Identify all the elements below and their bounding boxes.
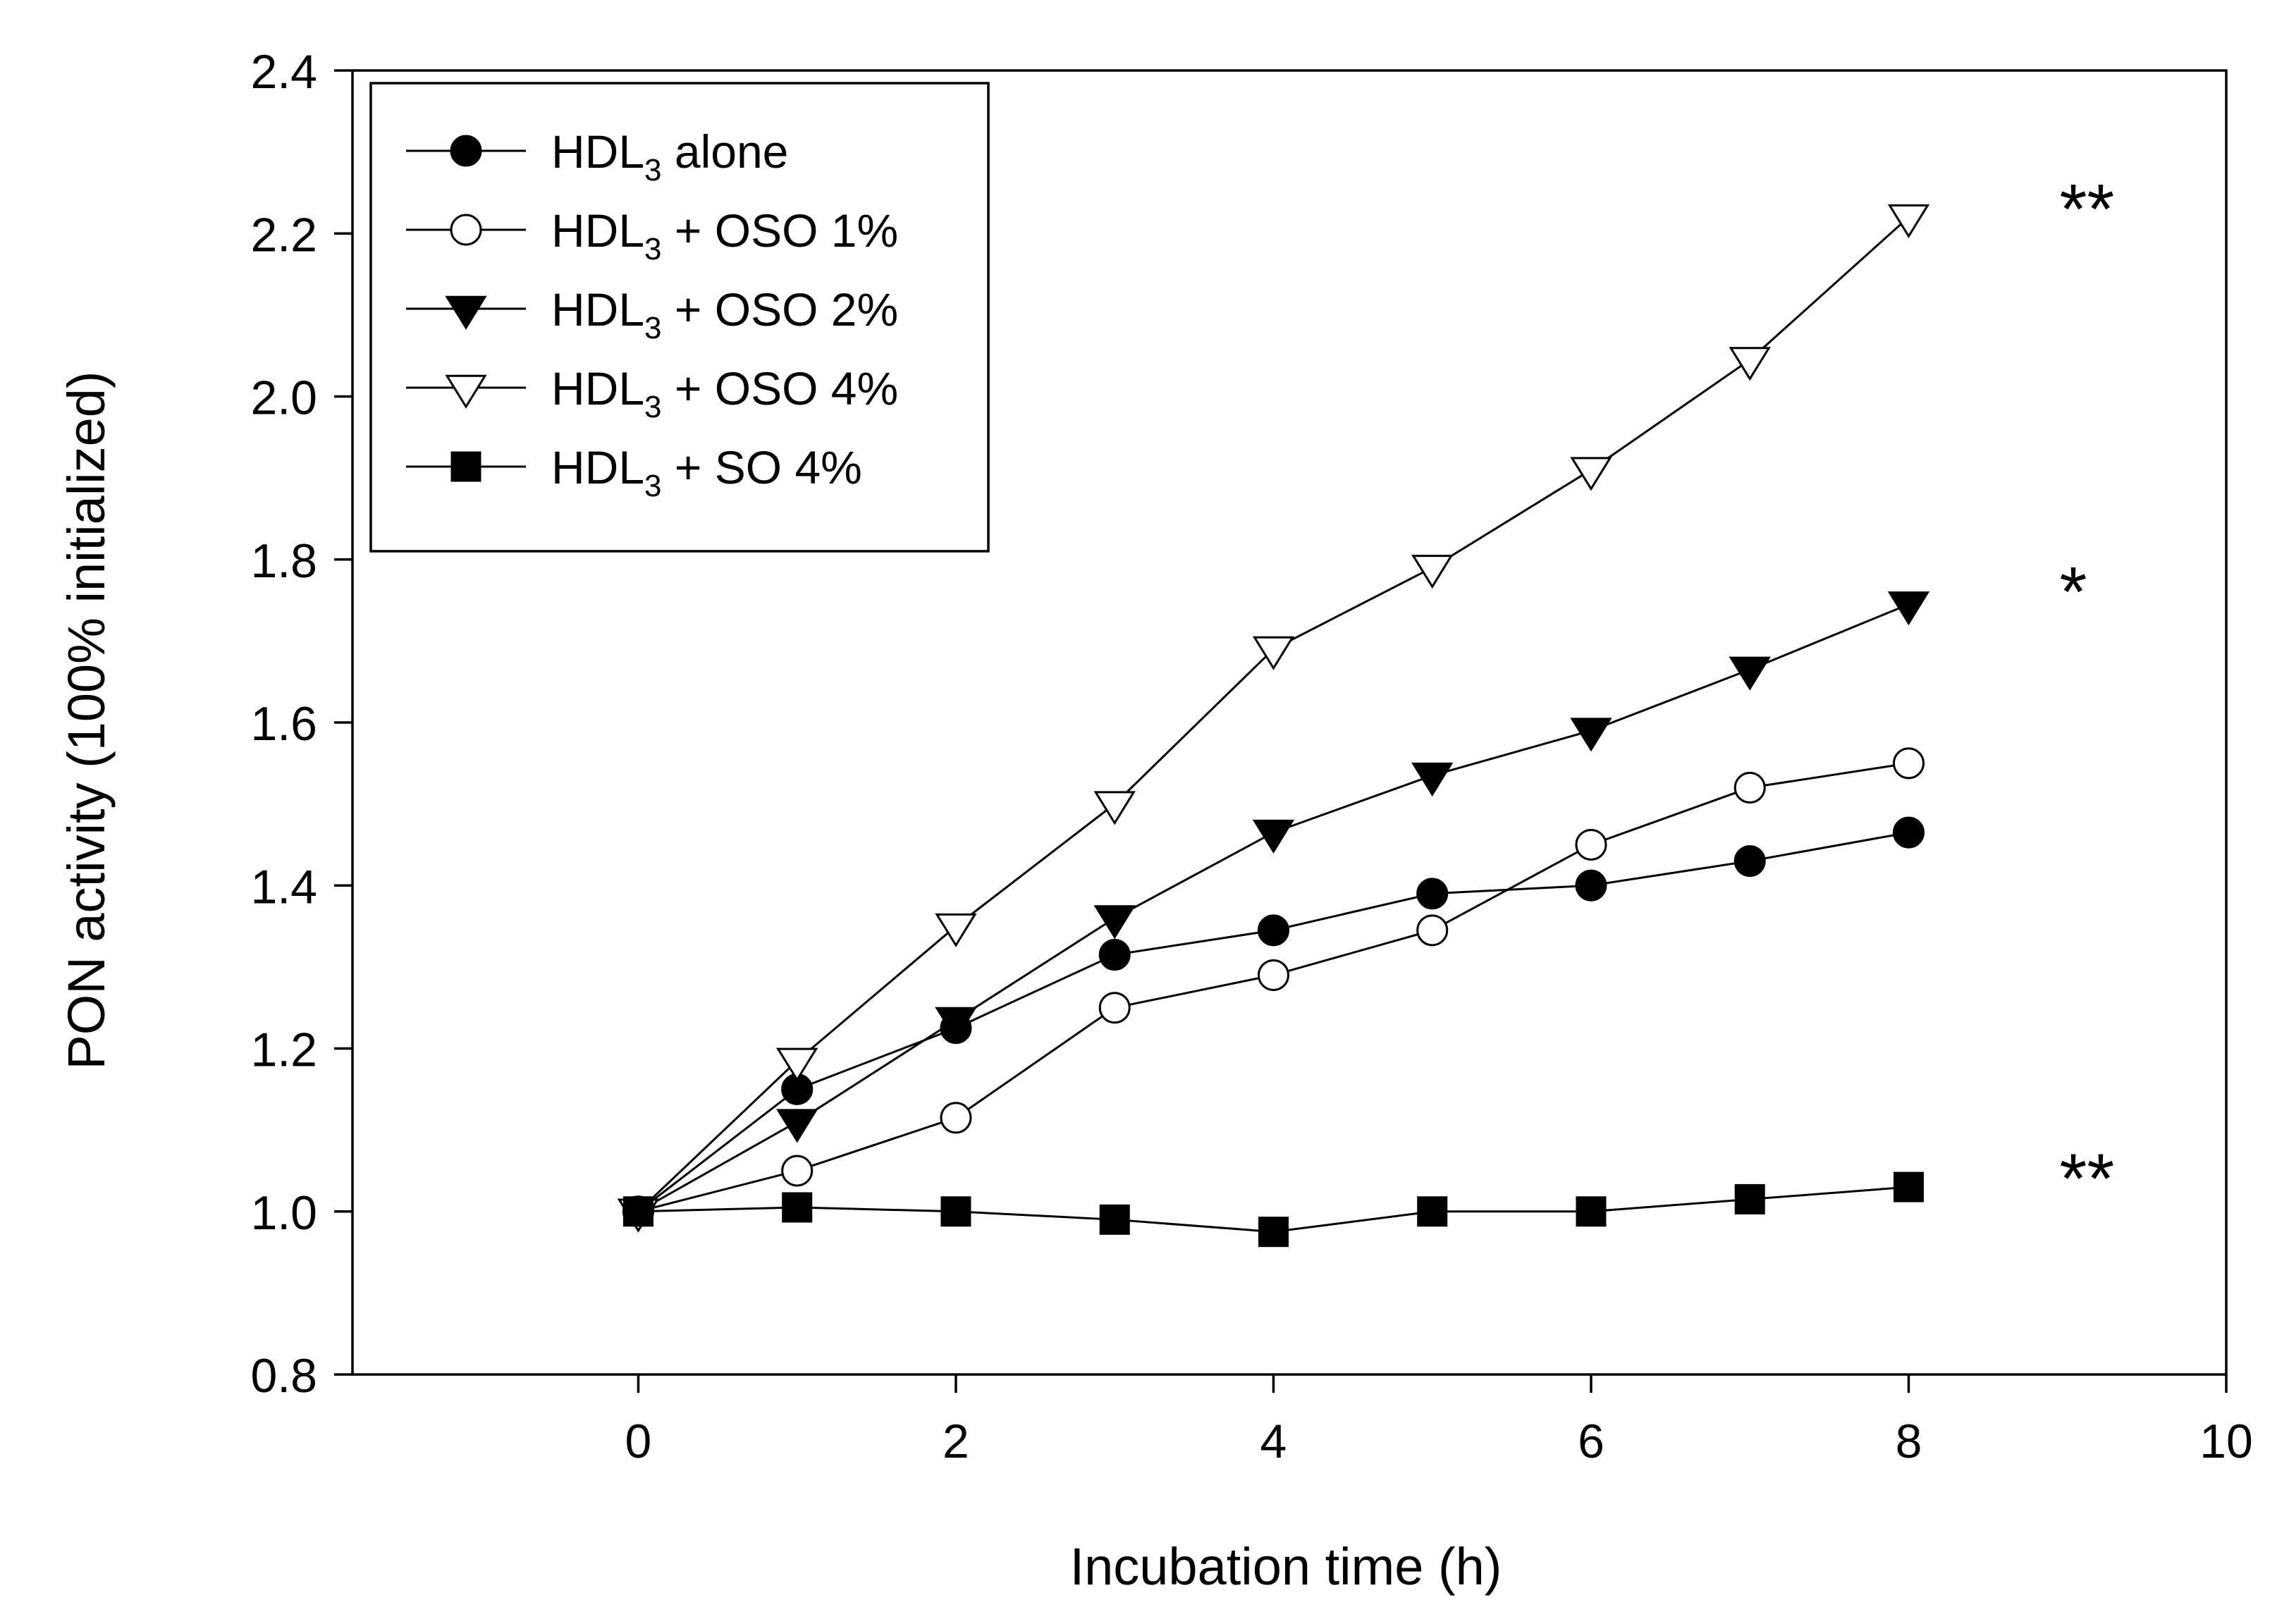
y-tick-label: 0.8 <box>250 1349 317 1403</box>
legend-marker <box>450 451 481 482</box>
significance-marker: * <box>2059 553 2087 632</box>
legend-item: HDL3 + OSO 4% <box>406 362 898 424</box>
legend-label: HDL3 + SO 4% <box>551 441 862 503</box>
data-point <box>1099 1204 1130 1235</box>
significance-marker: ** <box>2059 170 2114 249</box>
data-point <box>1252 819 1295 854</box>
data-point <box>1252 636 1295 670</box>
y-axis-label: PON activity (100% initialized) <box>57 371 116 1069</box>
legend-item: HDL3 + OSO 2% <box>406 283 898 345</box>
data-point <box>1098 939 1131 971</box>
data-point <box>1416 914 1449 947</box>
data-point <box>1893 1171 1924 1202</box>
x-axis-label: Incubation time (h) <box>1070 1537 1502 1596</box>
x-tick-label: 8 <box>1896 1415 1922 1468</box>
y-axis: 0.8 1.0 1.2 1.4 1.6 1.8 2.0 2.2 2.4 <box>250 45 352 1403</box>
data-point <box>1734 1183 1765 1214</box>
y-tick-label: 2.2 <box>250 208 317 262</box>
data-point <box>1729 656 1771 691</box>
data-point <box>1411 555 1454 589</box>
data-point <box>935 1007 977 1041</box>
x-tick-label: 10 <box>2199 1415 2253 1468</box>
significance-marker: ** <box>2059 1140 2114 1219</box>
y-tick-label: 2.4 <box>250 45 317 99</box>
data-point <box>776 1109 818 1143</box>
data-point <box>776 1047 818 1082</box>
data-point <box>1892 816 1925 849</box>
annotations: ***** <box>2059 170 2114 1219</box>
data-point <box>1576 1196 1607 1227</box>
series-5 <box>622 1171 1924 1248</box>
x-tick-label: 6 <box>1578 1415 1604 1468</box>
data-point <box>940 1102 972 1134</box>
data-point <box>1729 347 1771 381</box>
legend-item: HDL3 + SO 4% <box>406 441 862 503</box>
data-point <box>1733 845 1766 878</box>
y-tick-label: 1.2 <box>250 1023 317 1077</box>
series-line <box>637 831 1909 1212</box>
series-3 <box>617 591 1930 1233</box>
data-point <box>1098 992 1131 1024</box>
data-point <box>1570 457 1612 491</box>
x-tick-label: 0 <box>625 1415 652 1468</box>
legend-label: HDL3 alone <box>551 125 788 187</box>
y-tick-label: 1.6 <box>250 697 317 751</box>
series-line <box>637 603 1910 1213</box>
data-point <box>1570 718 1612 752</box>
legend-label: HDL3 + OSO 2% <box>551 283 898 345</box>
data-point <box>1892 747 1925 780</box>
data-point <box>1887 591 1930 626</box>
legend-item: HDL3 + OSO 1% <box>406 204 898 266</box>
x-axis: 0 2 4 6 8 10 <box>625 1374 2253 1468</box>
legend-marker <box>445 374 487 409</box>
data-point <box>935 913 977 947</box>
data-point <box>1258 1217 1289 1248</box>
legend-label: HDL3 + OSO 4% <box>551 362 898 424</box>
legend-label: HDL3 + OSO 1% <box>551 204 898 266</box>
data-point <box>1257 914 1289 947</box>
data-point <box>1257 959 1289 991</box>
x-tick-label: 2 <box>943 1415 969 1468</box>
legend-marker <box>450 214 482 246</box>
series-layer <box>617 204 1930 1248</box>
data-point <box>781 1155 814 1187</box>
data-point <box>1411 762 1454 797</box>
y-tick-label: 1.4 <box>250 860 317 914</box>
data-point <box>1417 1196 1448 1227</box>
data-point <box>1093 791 1136 825</box>
x-tick-label: 4 <box>1260 1415 1287 1468</box>
data-point <box>1733 772 1766 804</box>
series-1 <box>622 816 1925 1228</box>
y-tick-label: 1.0 <box>250 1186 317 1240</box>
data-point <box>622 1196 653 1227</box>
legend: HDL3 alone HDL3 + OSO 1% HDL3 + OSO 2% HDL3… <box>369 82 990 553</box>
legend-marker <box>445 295 487 330</box>
data-point <box>940 1196 971 1227</box>
legend-item: HDL3 alone <box>406 125 788 187</box>
data-point <box>1887 204 1930 238</box>
data-point <box>1416 878 1449 910</box>
y-tick-label: 2.0 <box>250 371 317 425</box>
y-tick-label: 1.8 <box>250 534 317 588</box>
data-point <box>782 1192 813 1223</box>
data-point <box>1575 828 1607 861</box>
data-point <box>1093 905 1136 940</box>
legend-marker <box>450 135 482 167</box>
series-4 <box>617 204 1930 1233</box>
data-point <box>1575 869 1607 902</box>
